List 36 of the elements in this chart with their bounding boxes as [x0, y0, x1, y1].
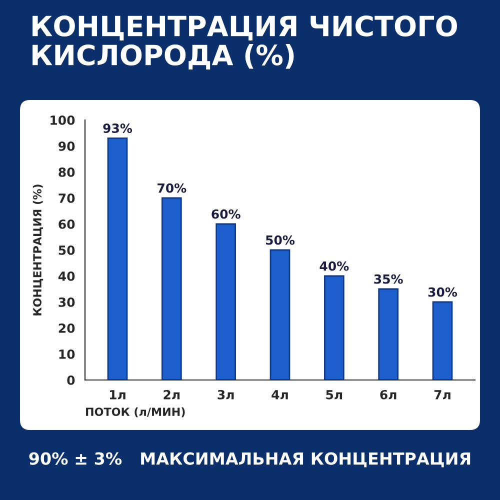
x-tick-label: 5л — [326, 390, 342, 400]
bar — [216, 223, 236, 380]
x-tick-label: 1л — [110, 390, 126, 400]
y-axis-title: КОНЦЕНТРАЦИЯ (%) — [32, 184, 44, 316]
y-tick-label: 80 — [58, 167, 75, 177]
x-tick-label: 7л — [434, 390, 450, 400]
bar — [107, 138, 128, 380]
y-tick-label: 30 — [58, 297, 75, 307]
y-tick-label: 40 — [58, 271, 75, 281]
x-tick-label: 3л — [218, 390, 234, 400]
y-tick-label: 0 — [67, 375, 75, 385]
bar — [432, 301, 453, 380]
y-tick-label: 100 — [50, 115, 75, 125]
y-tick-label: 20 — [58, 323, 75, 333]
y-tick-label: 50 — [58, 245, 75, 255]
data-label: 70% — [158, 183, 186, 193]
bar — [270, 249, 290, 380]
x-tick-label: 4л — [272, 390, 288, 400]
text: 90% ± 3% МАКСИМАЛЬНАЯ КОНЦЕНТРАЦИЯ — [29, 452, 470, 468]
y-tick-label: 90 — [58, 141, 75, 151]
x-tick-label: 2л — [164, 390, 180, 400]
data-label: 35% — [374, 274, 403, 284]
y-tick-label: 60 — [58, 219, 75, 229]
data-label: 30% — [428, 287, 458, 297]
data-label: 60% — [212, 209, 240, 219]
bar — [161, 197, 182, 380]
chart-title: КОНЦЕНТРАЦИЯ ЧИСТОГО КИСЛОРОДА (%) — [32, 15, 458, 70]
x-tick-label: 6л — [380, 390, 396, 400]
bar — [378, 288, 399, 380]
y-tick-label: 70 — [58, 193, 75, 203]
x-axis-title: ПОТОК (л/МИН) — [86, 407, 185, 418]
data-label: 40% — [320, 261, 349, 271]
y-tick-label: 10 — [59, 349, 75, 359]
data-label: 50% — [266, 235, 295, 245]
data-label: 93% — [103, 124, 132, 133]
bar — [324, 275, 344, 380]
